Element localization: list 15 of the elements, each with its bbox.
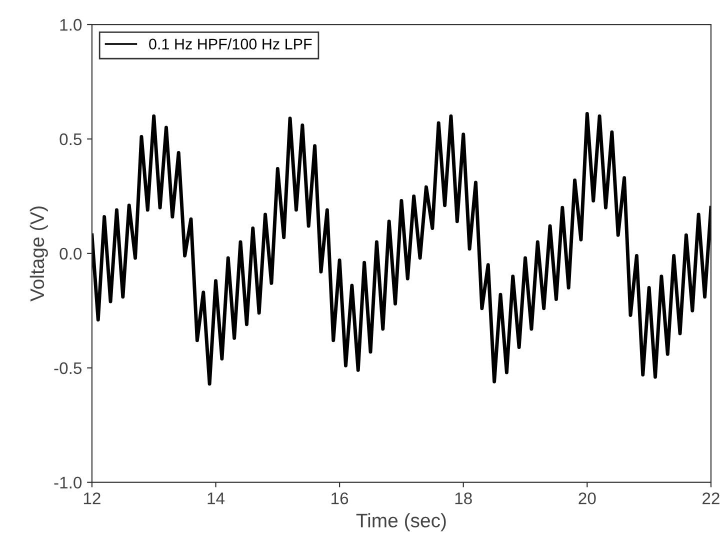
y-tick-label: 1.0 xyxy=(60,18,82,31)
y-tick-label: -0.5 xyxy=(54,362,82,374)
y-tick-label: 0.0 xyxy=(60,248,82,260)
x-tick-label: 14 xyxy=(208,492,225,504)
y-tick-label: -1.0 xyxy=(54,476,82,489)
x-tick-label: 12 xyxy=(84,492,100,504)
x-tick-label: 18 xyxy=(455,492,472,504)
x-tick-label: 22 xyxy=(702,492,720,504)
x-tick-label: 20 xyxy=(578,492,596,504)
x-axis-title: Time (sec) xyxy=(356,513,446,532)
legend-label: 0.1 Hz HPF/100 Hz LPF xyxy=(149,38,312,50)
y-tick-label: 0.5 xyxy=(60,133,82,146)
x-tick-label: 16 xyxy=(332,492,348,504)
line-series xyxy=(92,112,711,386)
y-axis-title: Voltage (V) xyxy=(30,206,48,302)
